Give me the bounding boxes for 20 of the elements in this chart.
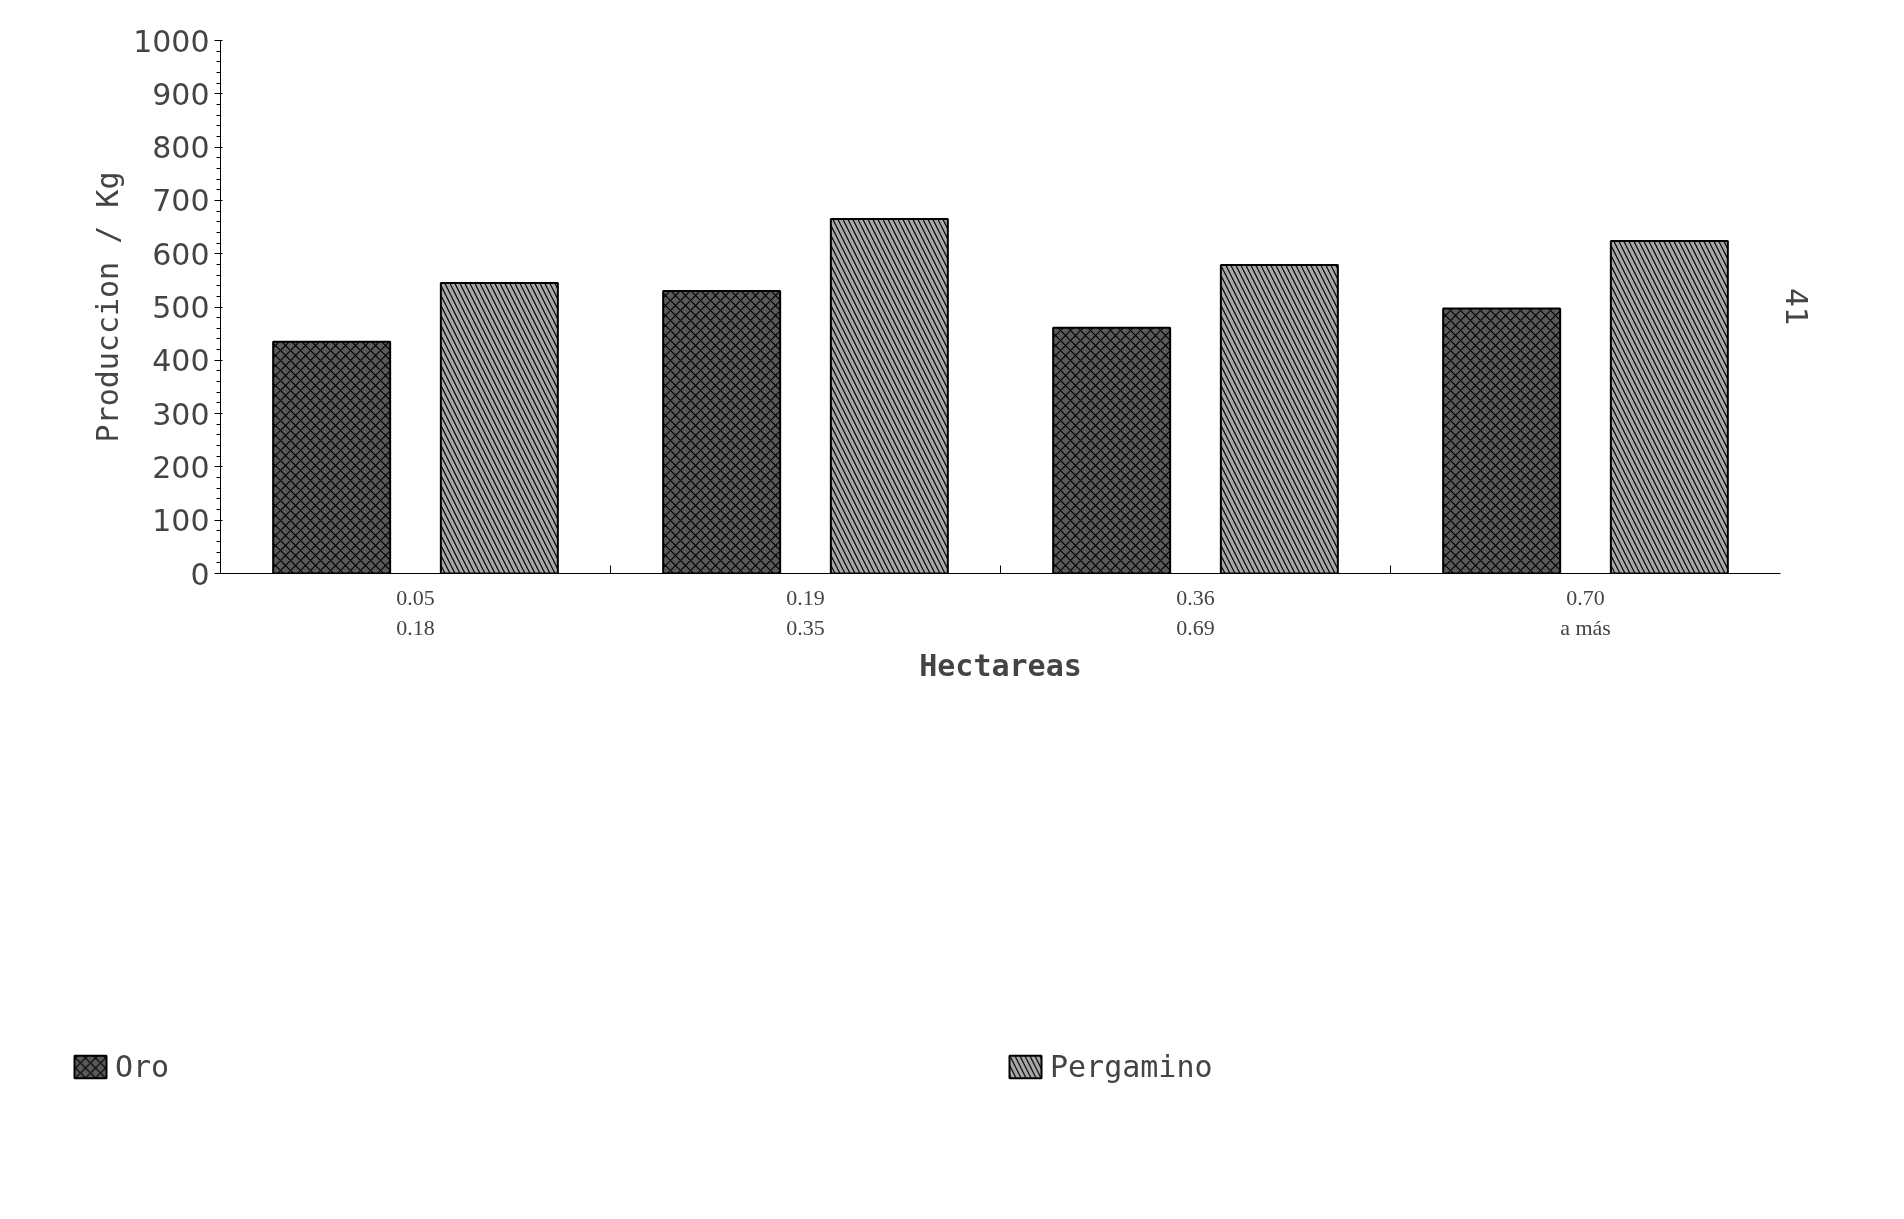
x-tick-label: 0.19 0.35 bbox=[786, 584, 825, 640]
y-tick-label: 700 bbox=[152, 183, 210, 219]
y-tick-label: 1000 bbox=[133, 23, 210, 59]
y-tick-label: 500 bbox=[152, 290, 210, 325]
y-tick-label: 300 bbox=[152, 396, 210, 432]
x-tick-label: 0.70 a más bbox=[1560, 584, 1611, 640]
legend-label: Oro bbox=[115, 1048, 171, 1084]
y-tick-label: 800 bbox=[152, 130, 210, 166]
x-tick-label: 0.36 0.69 bbox=[1176, 584, 1215, 640]
y-tick-label: 400 bbox=[152, 343, 210, 379]
y-tick-label: 900 bbox=[152, 76, 210, 112]
y-axis-title: Produccion / Kg bbox=[90, 171, 126, 443]
y-tick-label: 0 bbox=[190, 556, 210, 592]
y-tick-label: 100 bbox=[152, 503, 210, 539]
x-axis-title: Hectareas bbox=[919, 647, 1082, 683]
annotation: 41 bbox=[1778, 287, 1814, 327]
y-tick-label: 600 bbox=[152, 236, 210, 272]
x-tick-label: 0.05 0.18 bbox=[396, 584, 435, 640]
y-tick-label: 200 bbox=[152, 449, 210, 485]
legend-label: Pergamino bbox=[1050, 1048, 1214, 1084]
